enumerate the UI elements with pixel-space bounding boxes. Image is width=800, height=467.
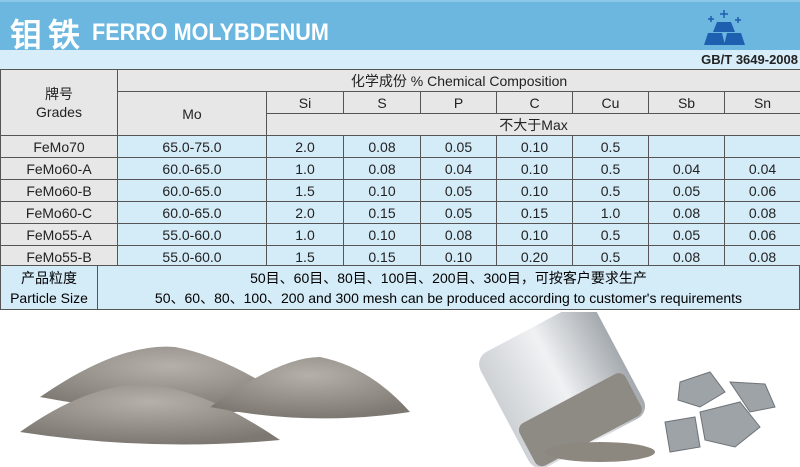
value-cell: 2.0 <box>266 201 344 224</box>
col-header-p: P <box>420 91 497 114</box>
value-cell: 60.0-65.0 <box>117 179 267 202</box>
grade-cell: FeMo55-A <box>0 223 118 246</box>
value-cell: 0.10 <box>343 179 421 202</box>
value-cell: 0.5 <box>572 223 649 246</box>
grade-cell: FeMo70 <box>0 135 118 158</box>
col-header-s: S <box>343 91 421 114</box>
composition-table: 牌号 Grades 化学成份 % Chemical Composition Mo … <box>0 69 800 268</box>
table-row: FeMo60-A 60.0-65.0 1.0 0.08 0.04 0.10 0.5 0.04 0… <box>0 157 800 180</box>
col-header-si: Si <box>266 91 344 114</box>
grade-header: 牌号 Grades <box>0 69 118 136</box>
spilled-powder <box>545 442 655 462</box>
value-cell: 0.06 <box>723 179 800 202</box>
powder-jar <box>479 312 646 467</box>
value-cell: 0.08 <box>343 157 421 180</box>
title-banner: 钼铁 FERRO MOLYBDENUM <box>0 0 800 53</box>
value-cell: 55.0-60.0 <box>117 245 267 268</box>
value-cell: 0.04 <box>648 157 725 180</box>
value-cell: 0.08 <box>648 201 725 224</box>
value-cell: 1.5 <box>266 179 344 202</box>
value-cell: 60.0-65.0 <box>117 201 267 224</box>
sand-pile <box>210 357 410 419</box>
value-cell: 0.08 <box>723 201 800 224</box>
value-cell: 0.5 <box>572 157 649 180</box>
table-row: FeMo60-B 60.0-65.0 1.5 0.10 0.05 0.10 0.5 0.05 0… <box>0 179 800 202</box>
value-cell: 0.05 <box>648 179 725 202</box>
particle-size-label: 产品粒度 Particle Size <box>1 266 98 309</box>
table-row: FeMo60-C 60.0-65.0 2.0 0.15 0.05 0.15 1.0 0.08 0… <box>0 201 800 224</box>
value-cell: 0.10 <box>496 135 573 158</box>
max-label: 不大于Max <box>265 113 800 136</box>
col-header-cu: Cu <box>572 91 649 114</box>
value-cell: 1.0 <box>266 157 344 180</box>
product-photo <box>20 312 776 467</box>
value-cell: 1.0 <box>572 201 649 224</box>
grade-cell: FeMo60-C <box>0 201 118 224</box>
standard-code: GB/T 3649-2008 <box>701 52 798 67</box>
value-cell: 0.5 <box>572 135 649 158</box>
value-cell: 0.04 <box>723 157 800 180</box>
stacked-ingots-icon <box>704 10 745 45</box>
value-cell: 1.5 <box>266 245 344 268</box>
value-cell: 0.08 <box>648 245 725 268</box>
value-cell: 0.08 <box>723 245 800 268</box>
value-cell: 0.15 <box>496 201 573 224</box>
table-row: FeMo55-B 55.0-60.0 1.5 0.15 0.10 0.20 0.5 0.08 0… <box>0 245 800 268</box>
composition-header: 化学成份 % Chemical Composition <box>116 69 800 92</box>
value-cell: 1.0 <box>266 223 344 246</box>
value-cell: 0.08 <box>343 135 421 158</box>
col-header-mo: Mo <box>117 91 267 136</box>
col-header-sn: Sn <box>723 91 800 114</box>
value-cell: 0.10 <box>343 223 421 246</box>
value-cell: 65.0-75.0 <box>117 135 267 158</box>
value-cell: 0.5 <box>572 179 649 202</box>
value-cell: 60.0-65.0 <box>117 157 267 180</box>
page-title: 钼铁 FERRO MOLYBDENUM <box>10 17 329 53</box>
value-cell: 0.05 <box>420 201 497 224</box>
value-cell: 0.06 <box>723 223 800 246</box>
value-cell: 0.05 <box>420 135 497 158</box>
value-cell: 0.10 <box>496 179 573 202</box>
col-header-c: C <box>496 91 573 114</box>
particle-size-row: 产品粒度 Particle Size 50目、60目、80目、100目、200目、… <box>0 265 800 310</box>
value-cell: 0.5 <box>572 245 649 268</box>
value-cell: 0.04 <box>420 157 497 180</box>
grade-cell: FeMo60-B <box>0 179 118 202</box>
standard-band <box>0 50 800 70</box>
value-cell <box>648 135 725 158</box>
value-cell <box>723 135 800 158</box>
value-cell: 0.05 <box>420 179 497 202</box>
particle-size-text: 50目、60目、80目、100目、200目、300目，可按客户要求生产 50、60… <box>154 270 743 306</box>
value-cell: 0.08 <box>420 223 497 246</box>
table-row: FeMo70 65.0-75.0 2.0 0.08 0.05 0.10 0.5 <box>0 135 800 158</box>
table-row: FeMo55-A 55.0-60.0 1.0 0.10 0.08 0.10 0.5 0.05 0… <box>0 223 800 246</box>
value-cell: 0.20 <box>496 245 573 268</box>
value-cell: 55.0-60.0 <box>117 223 267 246</box>
grade-cell: FeMo60-A <box>0 157 118 180</box>
value-cell: 0.10 <box>496 223 573 246</box>
value-cell: 0.15 <box>343 245 421 268</box>
ferro-lumps <box>664 371 776 453</box>
value-cell: 0.15 <box>343 201 421 224</box>
value-cell: 0.10 <box>420 245 497 268</box>
value-cell: 2.0 <box>266 135 344 158</box>
sand-pile <box>20 383 280 445</box>
value-cell: 0.10 <box>496 157 573 180</box>
col-header-sb: Sb <box>648 91 725 114</box>
value-cell: 0.05 <box>648 223 725 246</box>
